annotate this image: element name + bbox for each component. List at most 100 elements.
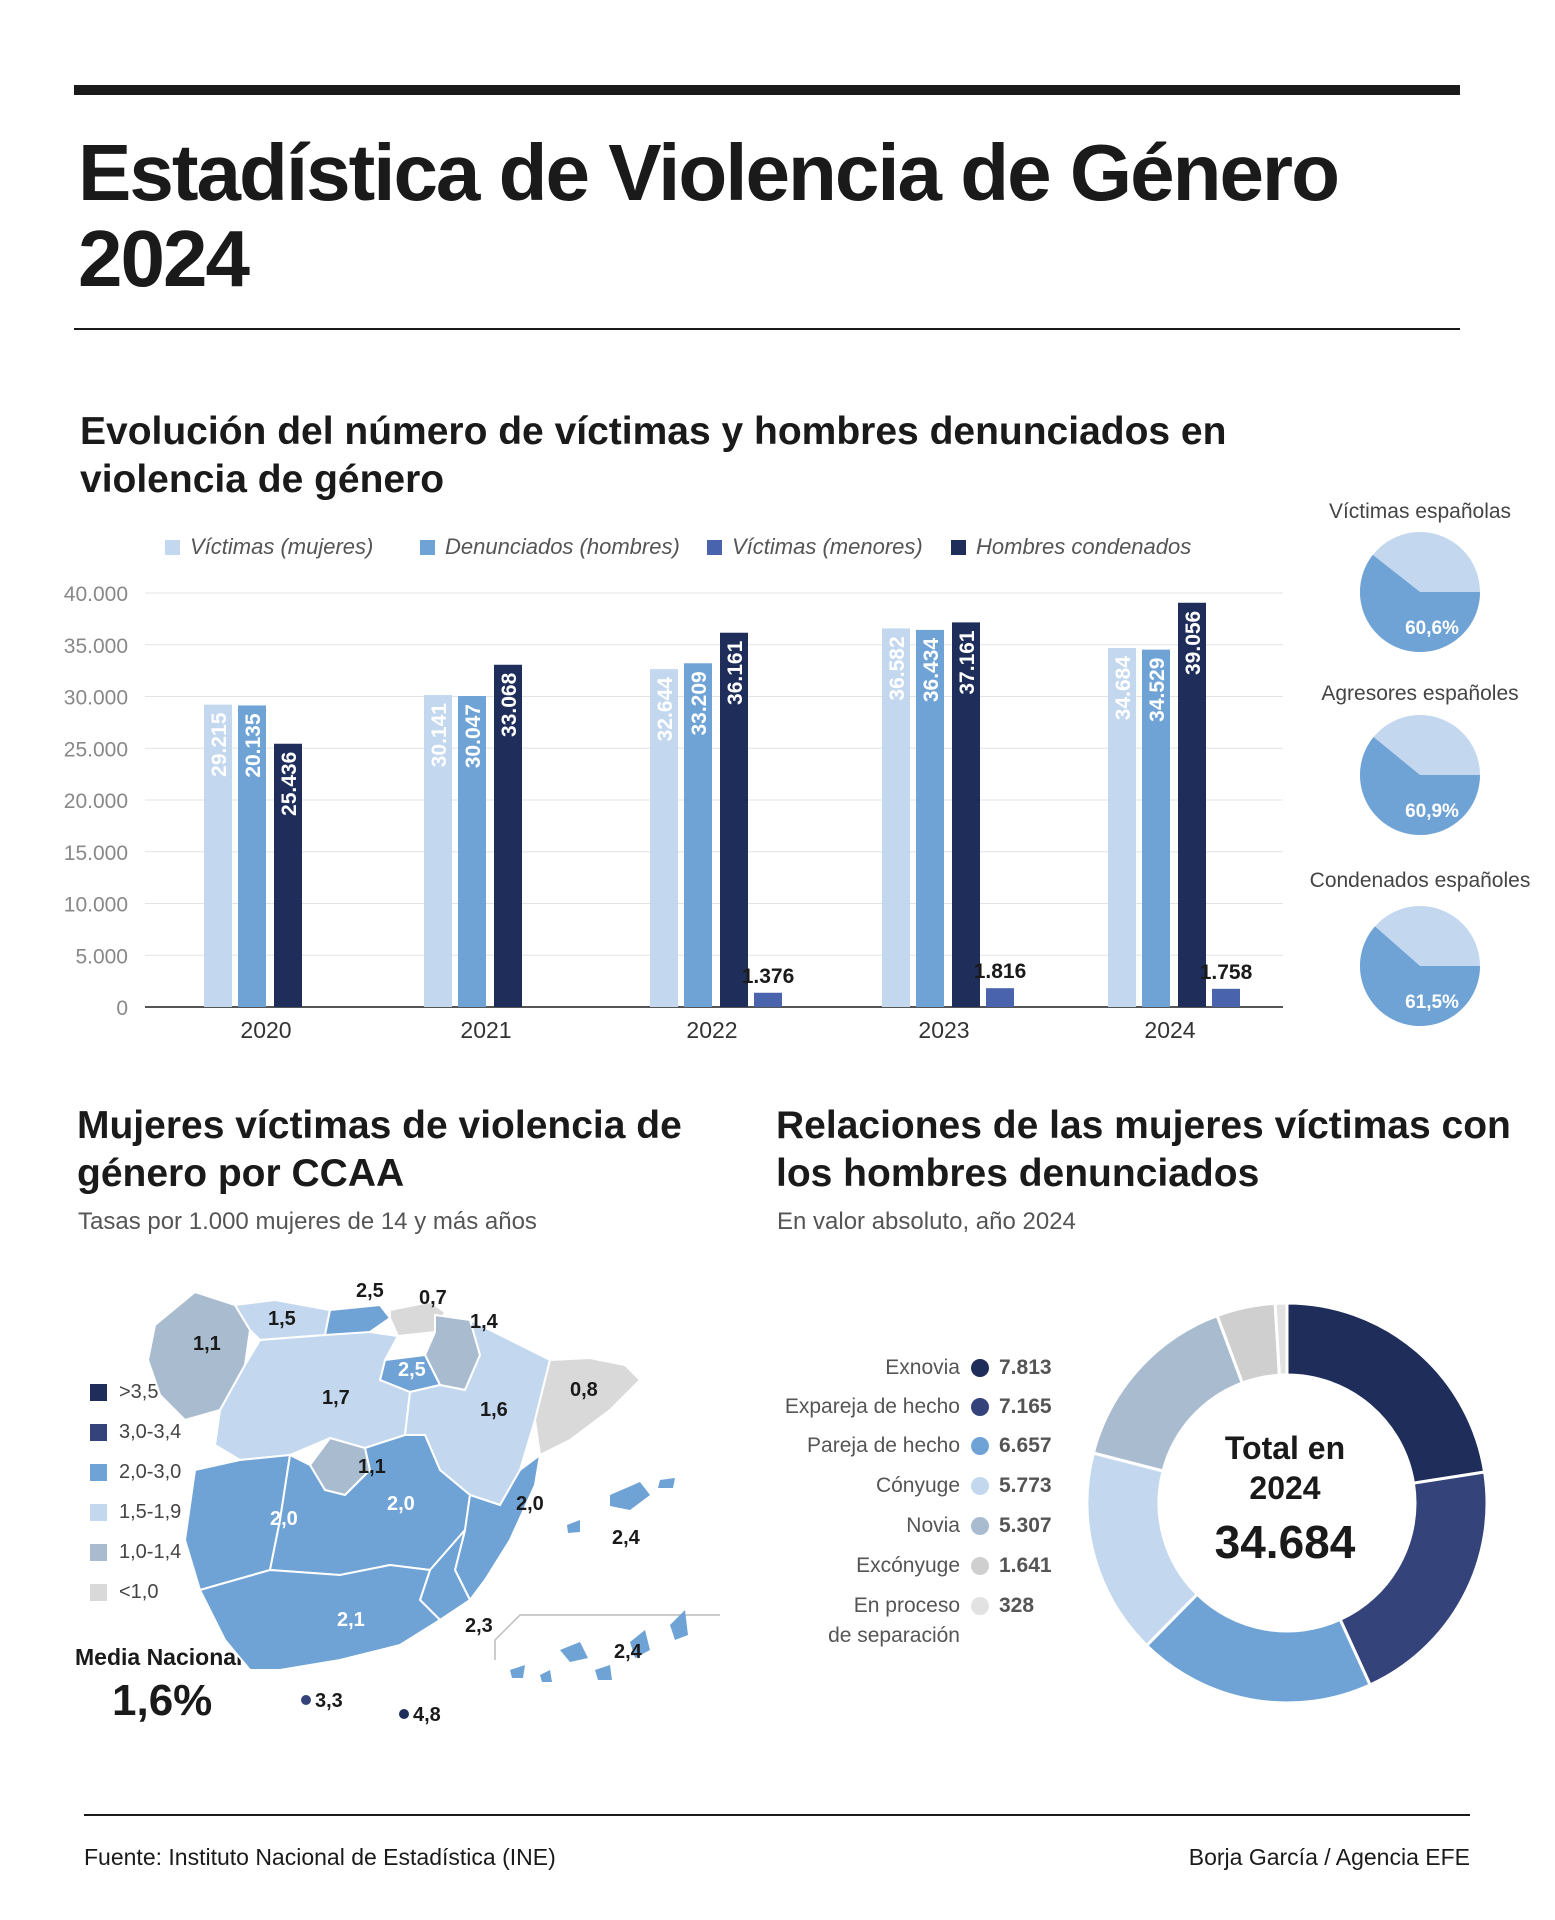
donut-legend-value: 7.813: [999, 1356, 1052, 1379]
legend-label: Víctimas (mujeres): [190, 534, 374, 559]
bar-data-label: 36.434: [920, 638, 943, 703]
bar-data-label: 34.529: [1146, 658, 1169, 722]
map-legend-item: <1,0: [90, 1581, 158, 1604]
donut-legend-dot: [971, 1437, 989, 1455]
donut-slice: [1285, 1301, 1487, 1485]
donut-legend-label: Excónyuge: [856, 1554, 960, 1577]
donut-legend-dot: [971, 1359, 989, 1377]
donut-legend-label: Novia: [906, 1514, 960, 1537]
value-castilla-la-mancha: 2,0: [387, 1493, 415, 1515]
donut-legend-dot: [971, 1477, 989, 1495]
map-legend-item: >3,5: [90, 1381, 158, 1404]
value-extremadura: 2,0: [270, 1508, 298, 1530]
donut-center-line2: 2024: [1249, 1470, 1321, 1506]
donut-legend-value: 328: [999, 1594, 1035, 1617]
value-castilla-leon: 1,7: [322, 1387, 350, 1409]
relations-section-title: Relaciones de las mujeres víctimas con l…: [776, 1104, 1511, 1195]
ccaa-section-title: Mujeres víctimas de violencia de género …: [77, 1104, 682, 1195]
bar: [494, 664, 522, 1007]
page-title: Estadística de Violencia de Género 2024: [78, 128, 1340, 303]
bar-data-label: 30.141: [428, 703, 451, 768]
region-cataluna: [533, 1356, 642, 1457]
side-pies: 60,6% 60,9% 61,5%: [1360, 532, 1480, 1026]
bar: [754, 992, 782, 1007]
x-tick-label: 2020: [240, 1017, 291, 1043]
bar: [882, 628, 910, 1007]
donut-slice: [1338, 1470, 1489, 1687]
value-andalucia: 2,1: [337, 1609, 365, 1631]
donut-legend-dot: [971, 1517, 989, 1535]
bar-data-label: 1.376: [742, 965, 795, 988]
region-canarias: [510, 1610, 688, 1682]
donut-legend-label: Cónyuge: [875, 1474, 960, 1497]
legend-label: 3,0-3,4: [119, 1421, 182, 1443]
bar-data-label: 34.684: [1112, 656, 1135, 721]
bar: [1142, 649, 1170, 1007]
donut-legend-value: 5.307: [999, 1514, 1052, 1537]
donut-legend-value: 5.773: [999, 1474, 1052, 1497]
bar: [720, 632, 748, 1007]
title-rule: [74, 328, 1460, 330]
bar: [204, 704, 232, 1007]
bar: [274, 743, 302, 1007]
value-murcia: 2,3: [465, 1615, 493, 1637]
legend-label: <1,0: [119, 1581, 159, 1603]
value-ceuta: 3,3: [315, 1690, 343, 1712]
donut-legend-dot: [971, 1597, 989, 1615]
legend-swatch: [90, 1384, 107, 1401]
legend-item-condenados: Hombres condenados: [951, 534, 1191, 560]
bar-chart: 0 5.000 10.000 15.000 20.000 25.000 30.000 35.0…: [64, 583, 1283, 1043]
pie-slice-main: [1360, 554, 1480, 652]
pie-slice-main: [1360, 737, 1480, 835]
footer-rule: [84, 1814, 1470, 1816]
bar: [238, 705, 266, 1007]
donut-legend-label: Pareja de hecho: [807, 1434, 960, 1457]
legend-item-denunciados: Denunciados (hombres): [420, 534, 680, 560]
bar: [916, 629, 944, 1007]
legend-label: Hombres condenados: [976, 534, 1192, 559]
donut-legend-label: En proceso: [853, 1594, 960, 1617]
donut-legend-dot: [971, 1398, 989, 1416]
map-legend-item: 2,0-3,0: [90, 1461, 181, 1484]
bar: [952, 622, 980, 1007]
donut-legend-label: Exnovia: [885, 1356, 960, 1379]
y-tick-label: 10.000: [64, 894, 128, 917]
value-cantabria: 2,5: [356, 1280, 384, 1302]
donut-legend-label: de separación: [828, 1624, 960, 1647]
bar: [424, 695, 452, 1007]
pie-label-victimas: Víctimas españolas: [1328, 500, 1512, 523]
pie-value-label: 61,5%: [1405, 992, 1459, 1013]
pie-label-condenados: Condenados españoles: [1309, 869, 1531, 892]
y-tick-label: 0: [116, 997, 128, 1020]
y-tick-label: 5.000: [75, 945, 128, 968]
value-melilla: 4,8: [413, 1704, 441, 1726]
value-baleares: 2,4: [612, 1527, 641, 1549]
legend-swatch: [165, 539, 180, 555]
map-legend-item: 1,5-1,9: [90, 1501, 181, 1524]
bar-data-label: 36.582: [886, 636, 909, 700]
x-tick-label: 2023: [918, 1017, 969, 1043]
bar: [986, 988, 1014, 1007]
ccaa-subtitle: Tasas por 1.000 mujeres de 14 y más años: [78, 1208, 537, 1235]
region-baleares: [610, 1482, 650, 1510]
y-tick-label: 40.000: [64, 583, 128, 606]
legend-label: 1,5-1,9: [119, 1501, 182, 1523]
bar-data-label: 33.068: [498, 672, 521, 737]
bar-data-label: 1.816: [974, 960, 1027, 983]
legend-item-victimas: Víctimas (mujeres): [165, 534, 373, 560]
pie-label-agresores: Agresores españoles: [1321, 682, 1519, 705]
y-tick-label: 20.000: [64, 790, 128, 813]
bar: [458, 696, 486, 1007]
bar-data-label: 1.758: [1200, 961, 1253, 984]
bar-data-label: 25.436: [278, 752, 301, 816]
pie-value-label: 60,6%: [1405, 618, 1459, 639]
value-asturias: 1,5: [268, 1308, 296, 1330]
x-tick-label: 2022: [686, 1017, 737, 1043]
donut-legend-value: 1.641: [999, 1554, 1052, 1577]
footer-source: Fuente: Instituto Nacional de Estadístic…: [84, 1844, 556, 1870]
value-navarra: 1,4: [470, 1311, 499, 1333]
region-ceuta: [301, 1695, 311, 1705]
canarias-inset-border: [494, 1614, 720, 1660]
value-galicia: 1,1: [193, 1333, 221, 1355]
value-valencia: 2,0: [516, 1493, 544, 1515]
